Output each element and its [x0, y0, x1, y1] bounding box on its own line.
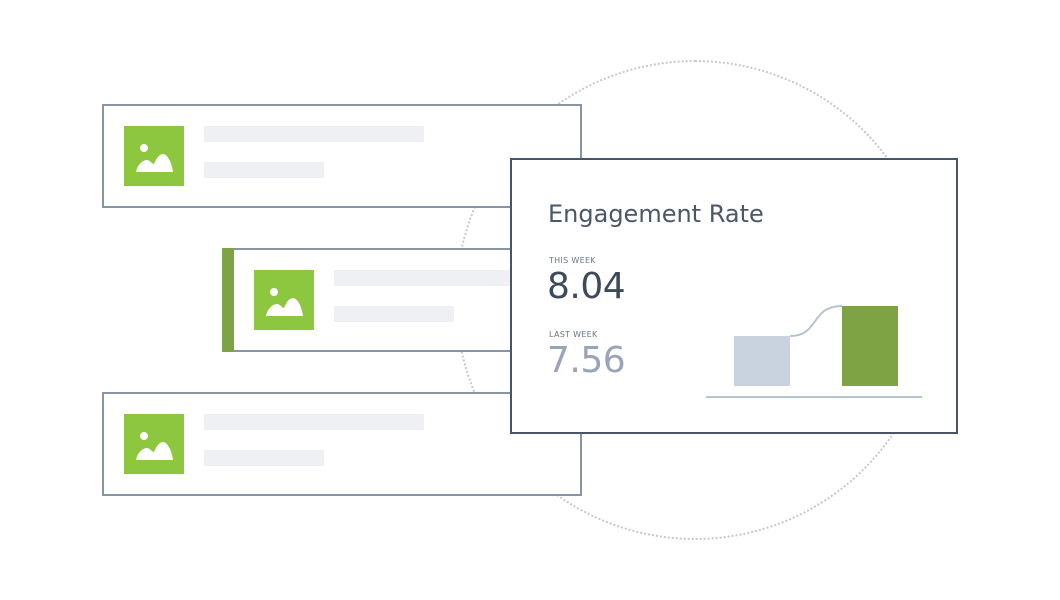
bar-this-week	[842, 306, 898, 386]
metric-title: Engagement Rate	[548, 200, 764, 228]
image-thumbnail	[124, 126, 184, 186]
post-card[interactable]	[102, 104, 582, 208]
text-placeholder	[204, 450, 324, 466]
image-icon	[266, 288, 303, 316]
bar-last-week	[734, 336, 790, 386]
selection-indicator	[222, 248, 234, 352]
image-icon	[136, 432, 173, 460]
comparison-chart	[706, 305, 922, 398]
image-thumbnail	[124, 414, 184, 474]
last-week-value: 7.56	[547, 340, 626, 381]
text-placeholder	[204, 414, 424, 430]
text-placeholder	[334, 270, 524, 286]
this-week-value: 8.04	[547, 266, 626, 307]
image-icon	[136, 144, 173, 172]
text-placeholder	[204, 126, 424, 142]
post-card[interactable]	[102, 392, 582, 496]
text-placeholder	[204, 162, 324, 178]
engagement-rate-card: Engagement Rate This week 8.04 Last week…	[510, 158, 958, 434]
trend-connector	[789, 305, 843, 337]
text-placeholder	[334, 306, 454, 322]
this-week-label: This week	[549, 256, 596, 265]
image-thumbnail	[254, 270, 314, 330]
post-card-selected[interactable]	[222, 248, 524, 352]
last-week-label: Last week	[549, 330, 598, 339]
